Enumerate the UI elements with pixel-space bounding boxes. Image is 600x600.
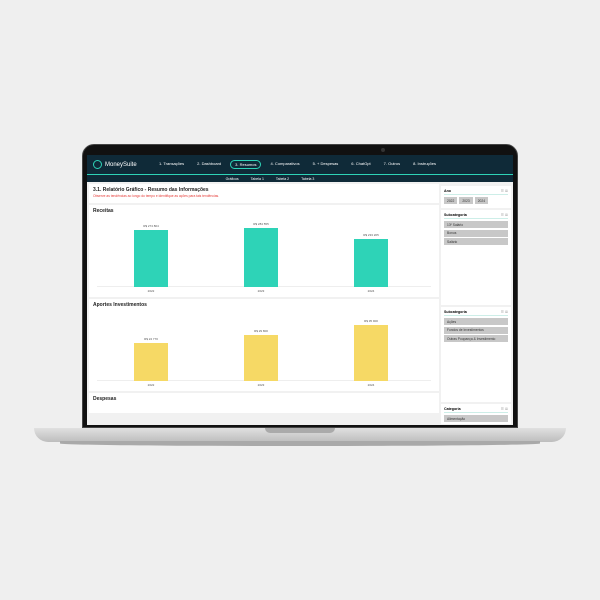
nav-tab[interactable]: 1. Transações [159, 161, 185, 166]
nav-tab[interactable]: 4. Comparativos [270, 161, 300, 166]
slicer-item[interactable]: Alimentação [444, 415, 508, 422]
slicer-item[interactable]: Fundos de Investimentos [444, 326, 508, 334]
x-tick-label: 2022 [147, 289, 155, 293]
chart-bar [134, 230, 168, 287]
top-nav: MoneySuite 1. Transações 2. Dashboard 3. R… [87, 155, 513, 174]
slicer-title: Subcategoria [444, 310, 467, 314]
page-title: 3.1. Relatório Gráfico - Resumo das Info… [93, 187, 209, 193]
screen: MoneySuite 1. Transações 2. Dashboard 3. R… [87, 155, 513, 425]
chart-title: Aportes Investimentos [93, 302, 147, 308]
x-tick-label: 2023 [257, 289, 265, 293]
slicer-title: Categoria [444, 407, 461, 411]
chart-title: Receitas [93, 208, 114, 214]
laptop-frame: MoneySuite 1. Transações 2. Dashboard 3. R… [82, 144, 518, 428]
data-label: R$ 284 555 [253, 222, 269, 227]
sub-nav: Gráficos Tabela 1 Tabela 2 Tabela 3 [87, 174, 513, 182]
chart-bar [354, 238, 388, 287]
chart-bar [134, 342, 168, 381]
chart-bar [244, 228, 278, 287]
report-header: 3.1. Relatório Gráfico - Resumo das Info… [89, 184, 439, 203]
filter-clear-icon[interactable]: ☰ ⊠ [500, 310, 508, 314]
data-label: R$ 29 800 [254, 328, 268, 333]
slicer-title: Subcategoria [444, 213, 467, 217]
slicer-title: Ano [444, 189, 451, 193]
nav-tab[interactable]: 6. ChatGpt [351, 161, 371, 166]
logo-icon [93, 160, 102, 169]
page-subtitle: Observe as tendências ao longo do tempo … [93, 194, 220, 198]
data-label: R$ 274 804 [143, 224, 159, 229]
slicer-subcategoria-aportes: Subcategoria ☰ ⊠ Ações Fundos de Investimen… [441, 307, 511, 402]
slicer-item[interactable]: Salário [444, 238, 508, 245]
slicer-item[interactable]: 13º Salário [444, 221, 508, 228]
slicer-item[interactable]: Outras Poupança & Investimento [444, 335, 508, 342]
subnav-tab[interactable]: Tabela 3 [301, 176, 315, 181]
chart-bar [244, 334, 278, 381]
subnav-tab[interactable]: Tabela 2 [275, 176, 290, 181]
laptop-base-shadow [60, 441, 540, 446]
slicer-ano: Ano ☰ ⊠ 2022 2023 2024 [441, 186, 511, 208]
nav-tab[interactable]: 5. + Despesas [312, 161, 339, 166]
nav-tab[interactable]: 7. Outros [383, 161, 401, 166]
app-name: MoneySuite [105, 161, 137, 168]
slicer-item[interactable]: Ações [444, 318, 508, 325]
x-tick-label: 2024 [367, 289, 375, 293]
slicer-item[interactable]: 2024 [474, 197, 489, 204]
aportes-panel: Aportes Investimentos R$ 24 770 2022 R$ 29 … [89, 299, 439, 391]
data-label: R$ 233 205 [363, 232, 379, 237]
x-tick-label: 2024 [367, 383, 375, 387]
nav-tab[interactable]: 3. Resumos [230, 160, 262, 169]
chart-bar [354, 325, 388, 381]
slicer-categoria: Categoria ☰ ⊠ Alimentação [441, 404, 511, 424]
data-label: R$ 35 900 [364, 319, 378, 324]
subnav-tab[interactable]: Gráficos [225, 176, 239, 181]
receitas-panel: Receitas R$ 274 804 2022 R$ 284 555 2023 R$ 2… [89, 205, 439, 297]
logo: MoneySuite [93, 160, 155, 169]
laptop-notch [265, 428, 335, 433]
filter-clear-icon[interactable]: ☰ ⊠ [500, 213, 508, 217]
slicer-subcategoria-receitas: Subcategoria ☰ ⊠ 13º Salário Bonus Salário [441, 210, 511, 305]
nav-tab[interactable]: 2. Dashboard [197, 161, 222, 166]
x-tick-label: 2023 [257, 383, 265, 387]
x-tick-label: 2022 [147, 383, 155, 387]
filter-clear-icon[interactable]: ☰ ⊠ [500, 189, 508, 193]
slicer-item[interactable]: Bonus [444, 229, 508, 237]
slicer-item[interactable]: 2023 [459, 197, 473, 204]
nav-tab[interactable]: 8. Instruções [413, 161, 436, 166]
laptop-base [34, 428, 566, 442]
subnav-tab[interactable]: Tabela 1 [250, 176, 264, 181]
data-label: R$ 24 770 [144, 336, 158, 341]
chart-title: Despesas [93, 396, 117, 402]
despesas-panel: Despesas [89, 393, 439, 413]
filter-clear-icon[interactable]: ☰ ⊠ [500, 407, 508, 411]
slicer-item[interactable]: 2022 [444, 197, 458, 204]
camera [381, 148, 385, 152]
